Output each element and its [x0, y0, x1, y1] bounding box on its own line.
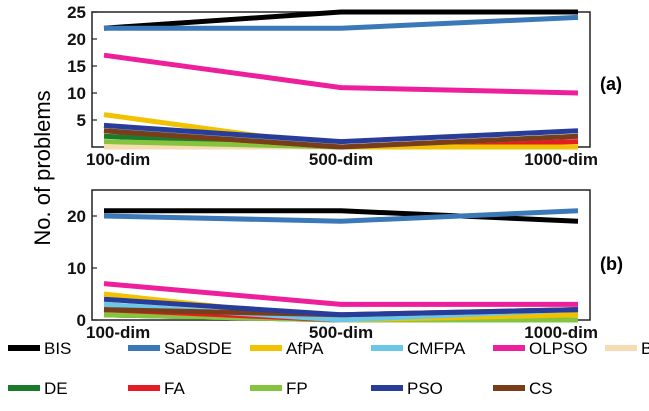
plot-area-frame	[91, 11, 591, 148]
y-tick-label: 25	[67, 3, 86, 22]
legend: BIS SaDSDE AfPA CMFPA OLPSO BA DE FA FP PSO CS	[8, 339, 649, 398]
x-tick-label: 100-dim	[86, 323, 150, 342]
y-tick-label: 10	[67, 259, 86, 278]
x-tick-label: 100-dim	[86, 150, 150, 169]
x-tick-label: 500-dim	[309, 150, 373, 169]
series-line-cs	[103, 128, 579, 150]
legend-label-cmfpa: CMFPA	[407, 339, 466, 358]
legend-label-sadsde: SaDSDE	[164, 339, 232, 358]
x-tick-label: 1000-dim	[524, 323, 598, 342]
panel-b: 0 10 20 100-dim 500-dim 1000-dim (b)	[67, 189, 623, 342]
legend-label-cs: CS	[529, 379, 553, 398]
legend-label-afpa: AfPA	[286, 339, 324, 358]
panel-a: 5 10 15 20 25 100-dim 500-dim 1000-dim (a)	[67, 3, 622, 169]
y-axis-label: No. of problems	[30, 90, 55, 245]
y-tick-label: 0	[77, 311, 86, 330]
series-line-olpso	[103, 281, 578, 307]
legend-label-olpso: OLPSO	[529, 339, 588, 358]
series-line-sadsde	[104, 14, 579, 31]
legend-label-ba: BA	[641, 339, 649, 358]
legend-label-pso: PSO	[407, 379, 443, 398]
series-line-bis	[103, 9, 578, 31]
series-line-pso	[103, 122, 579, 145]
legend-label-bis: BIS	[44, 339, 71, 358]
series-line-olpso	[103, 52, 579, 96]
x-tick-label: 500-dim	[309, 323, 373, 342]
panel-label: (b)	[600, 254, 623, 274]
series-line-bis	[104, 208, 579, 224]
y-tick-label: 15	[67, 57, 86, 76]
legend-label-de: DE	[44, 379, 68, 398]
x-tick-label: 1000-dim	[524, 150, 598, 169]
legend-label-fp: FP	[286, 379, 308, 398]
y-tick-label: 5	[77, 111, 86, 130]
legend-label-fa: FA	[164, 379, 185, 398]
panel-label: (a)	[600, 74, 622, 94]
y-tick-label: 20	[67, 30, 86, 49]
series-line-pso	[103, 296, 579, 318]
y-tick-label: 20	[67, 207, 86, 226]
y-tick-label: 10	[67, 84, 86, 103]
series-line-sadsde	[103, 208, 579, 224]
